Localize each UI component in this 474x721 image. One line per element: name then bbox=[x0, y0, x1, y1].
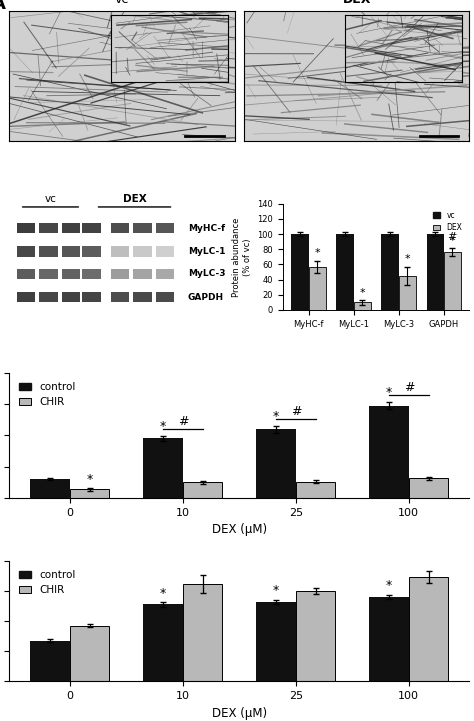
Bar bbox=[134, 247, 152, 257]
Bar bbox=[111, 292, 129, 303]
Bar bbox=[62, 292, 80, 303]
Text: A: A bbox=[0, 0, 5, 13]
Bar bbox=[337, 234, 354, 310]
Bar bbox=[111, 223, 129, 234]
Text: *: * bbox=[160, 420, 166, 433]
Bar bbox=[62, 247, 80, 257]
Text: *: * bbox=[314, 248, 320, 258]
Text: #: # bbox=[178, 415, 188, 428]
Bar bbox=[82, 268, 100, 279]
Legend: vc, DEX: vc, DEX bbox=[430, 208, 465, 236]
Bar bbox=[427, 234, 444, 310]
Bar bbox=[82, 247, 100, 257]
Bar bbox=[292, 234, 309, 310]
Text: *: * bbox=[160, 587, 166, 600]
Bar bbox=[256, 429, 296, 498]
Bar bbox=[17, 292, 35, 303]
Bar bbox=[256, 602, 296, 681]
Bar bbox=[183, 482, 222, 498]
Bar bbox=[156, 223, 174, 234]
Bar bbox=[156, 292, 174, 303]
Text: *: * bbox=[359, 288, 365, 298]
Bar bbox=[39, 268, 58, 279]
Bar bbox=[62, 223, 80, 234]
Bar bbox=[39, 292, 58, 303]
Text: #: # bbox=[403, 381, 414, 394]
Bar bbox=[156, 268, 174, 279]
Bar bbox=[183, 584, 222, 681]
Legend: control, CHIR: control, CHIR bbox=[15, 378, 80, 412]
Bar bbox=[409, 578, 448, 681]
Bar bbox=[70, 490, 109, 498]
Bar bbox=[17, 268, 35, 279]
Bar bbox=[39, 223, 58, 234]
Bar bbox=[309, 267, 326, 310]
Bar bbox=[296, 482, 336, 498]
Y-axis label: Protein abundance
(% of vc): Protein abundance (% of vc) bbox=[233, 217, 252, 296]
Text: *: * bbox=[386, 386, 392, 399]
Text: *: * bbox=[404, 255, 410, 265]
Text: DEX: DEX bbox=[123, 194, 146, 204]
Text: *: * bbox=[273, 410, 279, 423]
Bar bbox=[399, 276, 416, 310]
Text: #: # bbox=[447, 232, 457, 242]
Text: MyLC-1: MyLC-1 bbox=[188, 247, 225, 256]
Bar bbox=[382, 234, 399, 310]
X-axis label: DEX (μM): DEX (μM) bbox=[212, 523, 267, 536]
Text: MyHC-f: MyHC-f bbox=[188, 224, 225, 233]
Bar bbox=[409, 479, 448, 498]
Bar bbox=[369, 597, 409, 681]
Bar bbox=[39, 247, 58, 257]
Text: *: * bbox=[87, 473, 93, 486]
Bar bbox=[111, 247, 129, 257]
Legend: control, CHIR: control, CHIR bbox=[15, 566, 80, 599]
Bar bbox=[143, 604, 183, 681]
Bar bbox=[369, 405, 409, 498]
Bar bbox=[30, 479, 70, 498]
Bar bbox=[444, 252, 461, 310]
Text: vc: vc bbox=[45, 194, 56, 204]
Text: *: * bbox=[273, 584, 279, 597]
Bar bbox=[70, 626, 109, 681]
Bar bbox=[296, 591, 336, 681]
Bar bbox=[134, 223, 152, 234]
Text: vc: vc bbox=[115, 0, 129, 6]
Bar bbox=[134, 292, 152, 303]
Text: DEX: DEX bbox=[342, 0, 371, 6]
Text: #: # bbox=[291, 404, 301, 417]
Bar bbox=[30, 641, 70, 681]
Bar bbox=[82, 223, 100, 234]
Bar bbox=[17, 223, 35, 234]
Bar bbox=[134, 268, 152, 279]
Bar bbox=[82, 292, 100, 303]
Bar bbox=[17, 247, 35, 257]
Text: MyLC-3: MyLC-3 bbox=[188, 270, 225, 278]
X-axis label: DEX (μM): DEX (μM) bbox=[212, 707, 267, 720]
Text: *: * bbox=[386, 580, 392, 593]
Bar bbox=[111, 268, 129, 279]
Bar bbox=[156, 247, 174, 257]
Text: GAPDH: GAPDH bbox=[188, 293, 224, 301]
Bar bbox=[62, 268, 80, 279]
Bar bbox=[143, 438, 183, 498]
Text: *: * bbox=[449, 236, 455, 247]
Bar bbox=[354, 302, 371, 310]
